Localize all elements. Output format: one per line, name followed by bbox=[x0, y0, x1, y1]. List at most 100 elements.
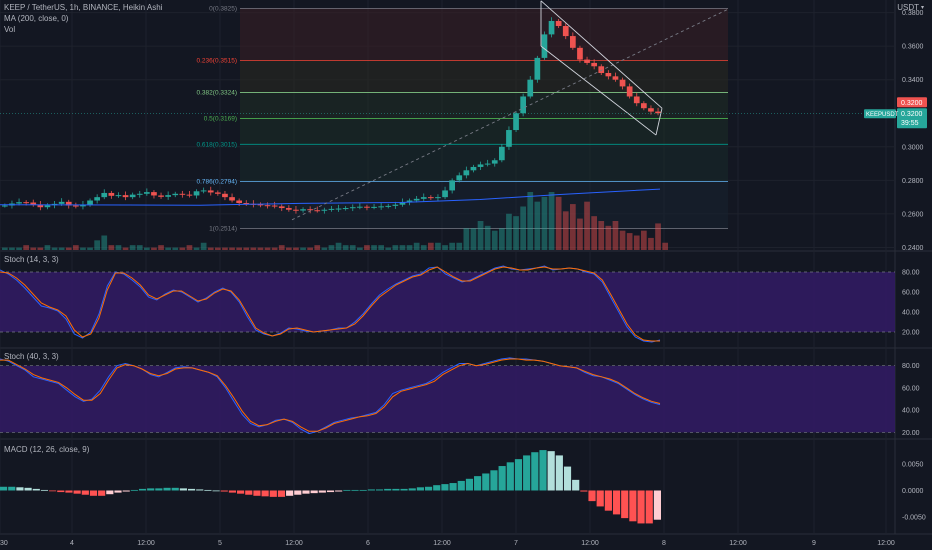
x-tick-label: 12:00 bbox=[285, 540, 303, 547]
channel-end-line bbox=[655, 108, 663, 136]
macd-bar bbox=[16, 487, 24, 491]
volume-bar bbox=[392, 245, 399, 250]
volume-bar bbox=[286, 247, 292, 250]
candle-body bbox=[371, 206, 377, 208]
candle-body bbox=[215, 192, 221, 194]
candle-body bbox=[179, 193, 186, 195]
volume-bar bbox=[378, 245, 384, 250]
candle-body bbox=[144, 192, 150, 194]
y-tick-label: 40.00 bbox=[902, 310, 920, 317]
volume-bar bbox=[165, 247, 171, 250]
channel-upper-line bbox=[540, 0, 663, 109]
candle-body bbox=[307, 209, 313, 211]
macd-bar bbox=[326, 490, 335, 493]
macd-bar bbox=[196, 489, 204, 491]
x-tick-label: 8 bbox=[662, 540, 666, 547]
candle-body bbox=[23, 202, 29, 204]
symbol-tag-box bbox=[864, 109, 896, 119]
volume-bar bbox=[491, 230, 498, 250]
candle-body bbox=[2, 205, 8, 207]
candle-body bbox=[328, 208, 335, 210]
volume-bar bbox=[342, 245, 349, 250]
volume-bar bbox=[293, 247, 299, 250]
candle-body bbox=[406, 200, 413, 203]
macd-bar bbox=[375, 489, 384, 491]
y-tick-label: 0.3800 bbox=[902, 10, 924, 17]
fib-zone bbox=[240, 144, 728, 182]
macd-bar bbox=[65, 490, 73, 493]
macd-bar bbox=[32, 488, 40, 491]
macd-bar bbox=[335, 490, 343, 492]
macd-bar bbox=[187, 488, 196, 491]
macd-bar bbox=[596, 490, 604, 507]
volume-bar bbox=[129, 245, 136, 250]
candle-body bbox=[605, 72, 612, 77]
y-tick-label: 20.00 bbox=[902, 430, 920, 437]
volume-bar bbox=[16, 247, 22, 250]
volume-bar bbox=[222, 247, 228, 250]
y-tick-label: 80.00 bbox=[902, 270, 920, 277]
macd-bar bbox=[212, 490, 220, 492]
volume-bar bbox=[151, 247, 157, 250]
symbol-title[interactable]: KEEP / TetherUS, 1h, BINANCE, Heikin Ash… bbox=[4, 3, 163, 12]
volume-bar bbox=[364, 245, 370, 250]
macd-bar bbox=[277, 490, 286, 497]
volume-bar bbox=[641, 230, 647, 250]
macd-bar bbox=[433, 485, 441, 491]
volume-bar bbox=[371, 245, 377, 250]
macd-bar bbox=[588, 490, 596, 502]
x-tick-label: 5 bbox=[218, 540, 222, 547]
macd-legend[interactable]: MACD (12, 26, close, 9) bbox=[4, 445, 90, 454]
x-tick-label: 7 bbox=[514, 540, 518, 547]
candle-body bbox=[207, 190, 214, 193]
candle-body bbox=[16, 202, 22, 204]
stoch1-legend[interactable]: Stoch (14, 3, 3) bbox=[4, 255, 59, 264]
volume-bar bbox=[101, 235, 108, 250]
candle-body bbox=[193, 191, 200, 196]
volume-bar bbox=[215, 247, 221, 250]
stoch2-legend[interactable]: Stoch (40, 3, 3) bbox=[4, 352, 59, 361]
candle-body bbox=[264, 205, 271, 207]
stoch-band-fill bbox=[0, 272, 895, 332]
volume-bar bbox=[328, 245, 335, 250]
candle-body bbox=[641, 103, 647, 109]
currency-selector[interactable]: USDT ▾ bbox=[897, 3, 924, 12]
volume-bar bbox=[506, 213, 512, 250]
macd-bar bbox=[441, 484, 449, 491]
x-tick-label: 12:00 bbox=[729, 540, 747, 547]
macd-bar bbox=[286, 490, 294, 496]
x-tick-label: 4 bbox=[70, 540, 74, 547]
volume-bar bbox=[435, 242, 441, 250]
macd-bar bbox=[228, 490, 237, 493]
candle-body bbox=[87, 200, 93, 205]
volume-bar bbox=[87, 247, 93, 250]
volume-bar bbox=[51, 247, 58, 250]
macd-bar bbox=[629, 490, 637, 522]
macd-bar bbox=[416, 487, 424, 491]
volume-bar bbox=[428, 242, 434, 250]
macd-bar bbox=[506, 462, 514, 491]
candle-body bbox=[648, 108, 654, 112]
fib-level-label: 1(0.2514) bbox=[209, 225, 237, 232]
volume-bar bbox=[605, 225, 612, 250]
fib-level-label: 0.5(0.3169) bbox=[204, 115, 237, 122]
y-tick-label: 0.2400 bbox=[902, 245, 924, 252]
ma-legend[interactable]: MA (200, close, 0) bbox=[4, 14, 69, 23]
candle-body bbox=[456, 175, 463, 181]
macd-bar bbox=[245, 490, 253, 495]
volume-bar bbox=[527, 192, 534, 250]
volume-bar bbox=[30, 247, 37, 250]
candle-body bbox=[172, 193, 179, 196]
candle-body bbox=[165, 195, 171, 197]
candle-body bbox=[420, 197, 427, 199]
macd-bar bbox=[637, 490, 645, 524]
macd-bar bbox=[645, 490, 653, 524]
channel-lower-line bbox=[540, 45, 657, 136]
volume-bar bbox=[406, 245, 413, 250]
volume-legend[interactable]: Vol bbox=[4, 25, 16, 34]
candle-body bbox=[30, 202, 37, 205]
volume-bar bbox=[2, 247, 8, 250]
macd-bar bbox=[147, 488, 155, 491]
volume-bar bbox=[9, 247, 15, 250]
macd-bar bbox=[318, 490, 326, 493]
